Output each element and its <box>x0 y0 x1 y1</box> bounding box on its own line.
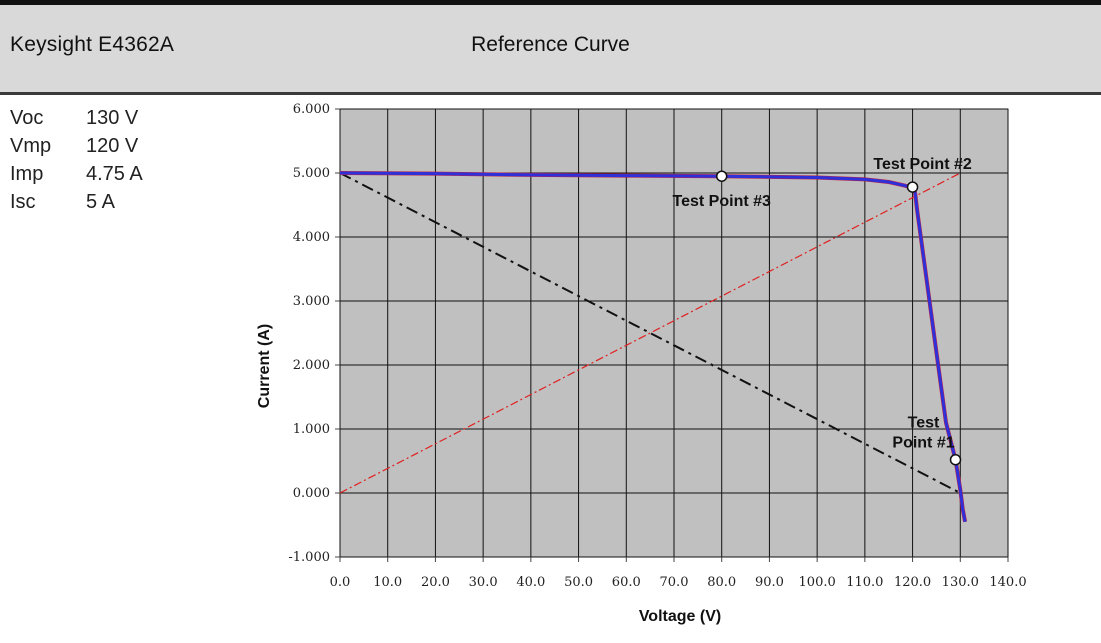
x-tick-label: 100.0 <box>799 575 836 590</box>
param-value: 120 V <box>86 134 139 157</box>
x-tick-label: 80.0 <box>707 575 736 590</box>
load-line-red <box>339 172 961 494</box>
load-line-black <box>339 172 961 494</box>
gridlines <box>335 108 1009 562</box>
header-background <box>0 5 1101 92</box>
y-axis-title: Current (A) <box>256 324 273 408</box>
param-value: 4.75 A <box>86 162 143 185</box>
test-point-1-label-line1: Test <box>908 415 940 432</box>
x-tick-label: 110.0 <box>846 575 883 590</box>
annotations: Test Point #3 Test Point #2 Test Point #1 <box>673 156 972 452</box>
x-tick-label: 40.0 <box>516 575 545 590</box>
test-point-3-label: Test Point #3 <box>673 193 771 210</box>
param-row-isc: Isc 5 A <box>10 188 143 216</box>
test-point-marker <box>906 181 919 193</box>
x-tick-label: 140.0 <box>989 575 1026 590</box>
param-value: 130 V <box>86 106 139 129</box>
y-tick-label: 3.000 <box>293 294 330 309</box>
curve-parameters: Voc 130 V Vmp 120 V Imp 4.75 A Isc 5 A <box>10 104 143 216</box>
param-label: Voc <box>10 106 44 129</box>
x-tick-label: 30.0 <box>469 575 498 590</box>
param-label: Isc <box>10 190 36 213</box>
param-label: Vmp <box>10 134 52 157</box>
header-divider <box>0 92 1101 95</box>
x-tick-label: 10.0 <box>373 575 402 590</box>
test-point-marker <box>715 170 728 182</box>
instrument-name: Keysight E4362A <box>10 33 175 56</box>
x-tick-label: 90.0 <box>755 575 784 590</box>
x-tick-label: 70.0 <box>660 575 689 590</box>
param-row-vmp: Vmp 120 V <box>10 132 143 160</box>
test-points <box>715 170 962 466</box>
param-label: Imp <box>10 162 44 185</box>
x-axis-title: Voltage (V) <box>639 608 721 625</box>
y-tick-label: 5.000 <box>293 166 330 181</box>
y-tick-labels: 6.000 5.000 4.000 3.000 2.000 1.000 0.000 -1.00… <box>288 102 330 565</box>
header-top-border <box>0 0 1101 5</box>
y-tick-label: 2.000 <box>293 358 330 373</box>
param-value: 5 A <box>86 190 115 213</box>
x-tick-labels: 0.0 10.0 20.0 30.0 40.0 50.0 60.0 70.0 80.0 90.0 1… <box>330 575 1027 590</box>
y-tick-label: 0.000 <box>293 486 330 501</box>
x-tick-label: 60.0 <box>612 575 641 590</box>
x-tick-label: 0.0 <box>330 575 351 590</box>
screen-title: Reference Curve <box>471 33 630 56</box>
x-tick-label: 130.0 <box>942 575 979 590</box>
test-point-1-label-line2: Point #1 <box>892 435 954 452</box>
test-point-2-label: Test Point #2 <box>873 156 971 173</box>
y-tick-label: 1.000 <box>293 422 330 437</box>
param-row-imp: Imp 4.75 A <box>10 160 143 188</box>
x-tick-label: 20.0 <box>421 575 450 590</box>
x-tick-label: 120.0 <box>894 575 931 590</box>
param-row-voc: Voc 130 V <box>10 104 143 132</box>
y-tick-label: 4.000 <box>293 230 330 245</box>
x-tick-label: 50.0 <box>564 575 593 590</box>
y-tick-label: -1.000 <box>288 550 330 565</box>
test-point-marker <box>949 453 962 466</box>
header-bar: Keysight E4362A Reference Curve <box>0 0 1101 95</box>
y-tick-label: 6.000 <box>293 102 330 117</box>
